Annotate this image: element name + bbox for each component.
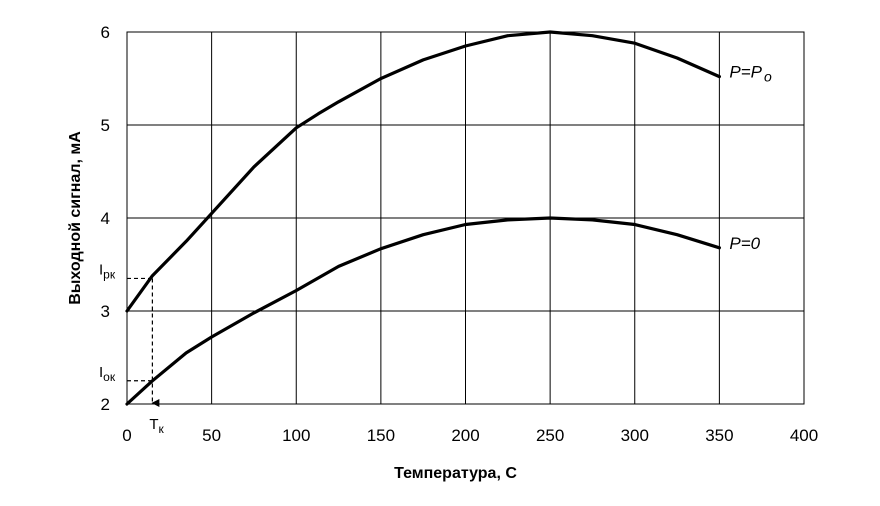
y-axis-ticks: 2 3 4 5 6 (101, 23, 110, 414)
x-axis-title: Температура, С (394, 465, 517, 482)
tk-label: Tк (149, 416, 164, 436)
x-tick-label: 350 (705, 426, 733, 445)
series-label-2: P=0 (729, 234, 760, 253)
iok-label: Iок (99, 364, 116, 384)
y-tick-label: 2 (101, 395, 110, 414)
x-tick-label: 0 (122, 426, 131, 445)
x-tick-label: 50 (202, 426, 221, 445)
y-tick-label: 4 (101, 209, 110, 228)
y-tick-label: 3 (101, 302, 110, 321)
grid-lines (126, 31, 805, 405)
x-axis-ticks: 0 50 100 150 200 250 300 350 400 (122, 426, 818, 445)
y-tick-label: 6 (101, 23, 110, 42)
plot-area (126, 31, 805, 405)
series-lines: P=P o P=0 (125, 30, 772, 406)
y-tick-label: 5 (101, 116, 110, 135)
y-axis-title: Выходной сигнал, мА (67, 131, 84, 305)
x-tick-label: 200 (451, 426, 479, 445)
series-line-1 (125, 30, 721, 313)
series-label-1: P=P o (729, 63, 772, 85)
annotations: Iрк Iок Tк (99, 261, 165, 436)
ipk-label: Iрк (99, 261, 116, 281)
x-tick-label: 400 (790, 426, 818, 445)
series-line-2 (125, 216, 721, 406)
x-tick-label: 150 (367, 426, 395, 445)
x-tick-label: 250 (536, 426, 564, 445)
x-tick-label: 300 (621, 426, 649, 445)
x-tick-label: 100 (282, 426, 310, 445)
